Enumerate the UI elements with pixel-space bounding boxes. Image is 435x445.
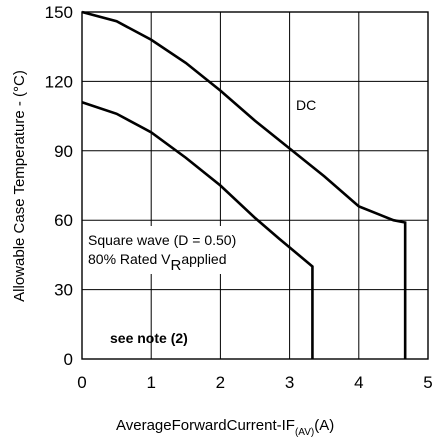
x-axis-label: AverageForwardCurrent-IF(AV)(A) bbox=[116, 417, 334, 438]
x-axis-label-sub: (AV) bbox=[295, 427, 314, 438]
x-tick-label: 0 bbox=[77, 373, 86, 392]
curves bbox=[81, 10, 407, 359]
x-tick-label: 5 bbox=[423, 373, 432, 392]
applied-text: applied bbox=[181, 251, 226, 267]
x-axis-label-unit: (A) bbox=[314, 417, 334, 434]
gridlines bbox=[81, 11, 429, 360]
rated-v-text: 80% Rated V bbox=[88, 251, 171, 267]
plot-frame bbox=[81, 11, 429, 360]
y-tick-label: 150 bbox=[45, 3, 73, 22]
tick-labels: 0 1 2 3 4 5 0 30 60 90 120 150 bbox=[45, 3, 433, 392]
square-wave-label-line1: Square wave (D = 0.50) bbox=[88, 232, 236, 248]
note-label: see note (2) bbox=[110, 330, 188, 346]
y-tick-label: 60 bbox=[54, 211, 73, 230]
rated-v-subscript: R bbox=[171, 257, 182, 274]
square-wave-label-box bbox=[83, 226, 243, 274]
x-axis-label-main: AverageForwardCurrent-I bbox=[116, 417, 286, 434]
x-axis-label-f: F bbox=[286, 417, 295, 434]
square-wave-curve bbox=[81, 100, 314, 359]
dc-label: DC bbox=[296, 97, 316, 113]
dc-curve bbox=[81, 10, 407, 359]
x-tick-label: 3 bbox=[285, 373, 294, 392]
y-tick-label: 30 bbox=[54, 281, 73, 300]
x-tick-label: 1 bbox=[146, 373, 155, 392]
y-axis-label: Allowable Case Temperature - (°C) bbox=[11, 70, 28, 302]
y-tick-label: 120 bbox=[45, 72, 73, 91]
y-tick-label: 0 bbox=[64, 350, 73, 369]
square-wave-label-line2: 80% Rated VRapplied bbox=[88, 251, 227, 274]
x-tick-label: 4 bbox=[354, 373, 363, 392]
x-tick-label: 2 bbox=[216, 373, 225, 392]
y-tick-label: 90 bbox=[54, 142, 73, 161]
